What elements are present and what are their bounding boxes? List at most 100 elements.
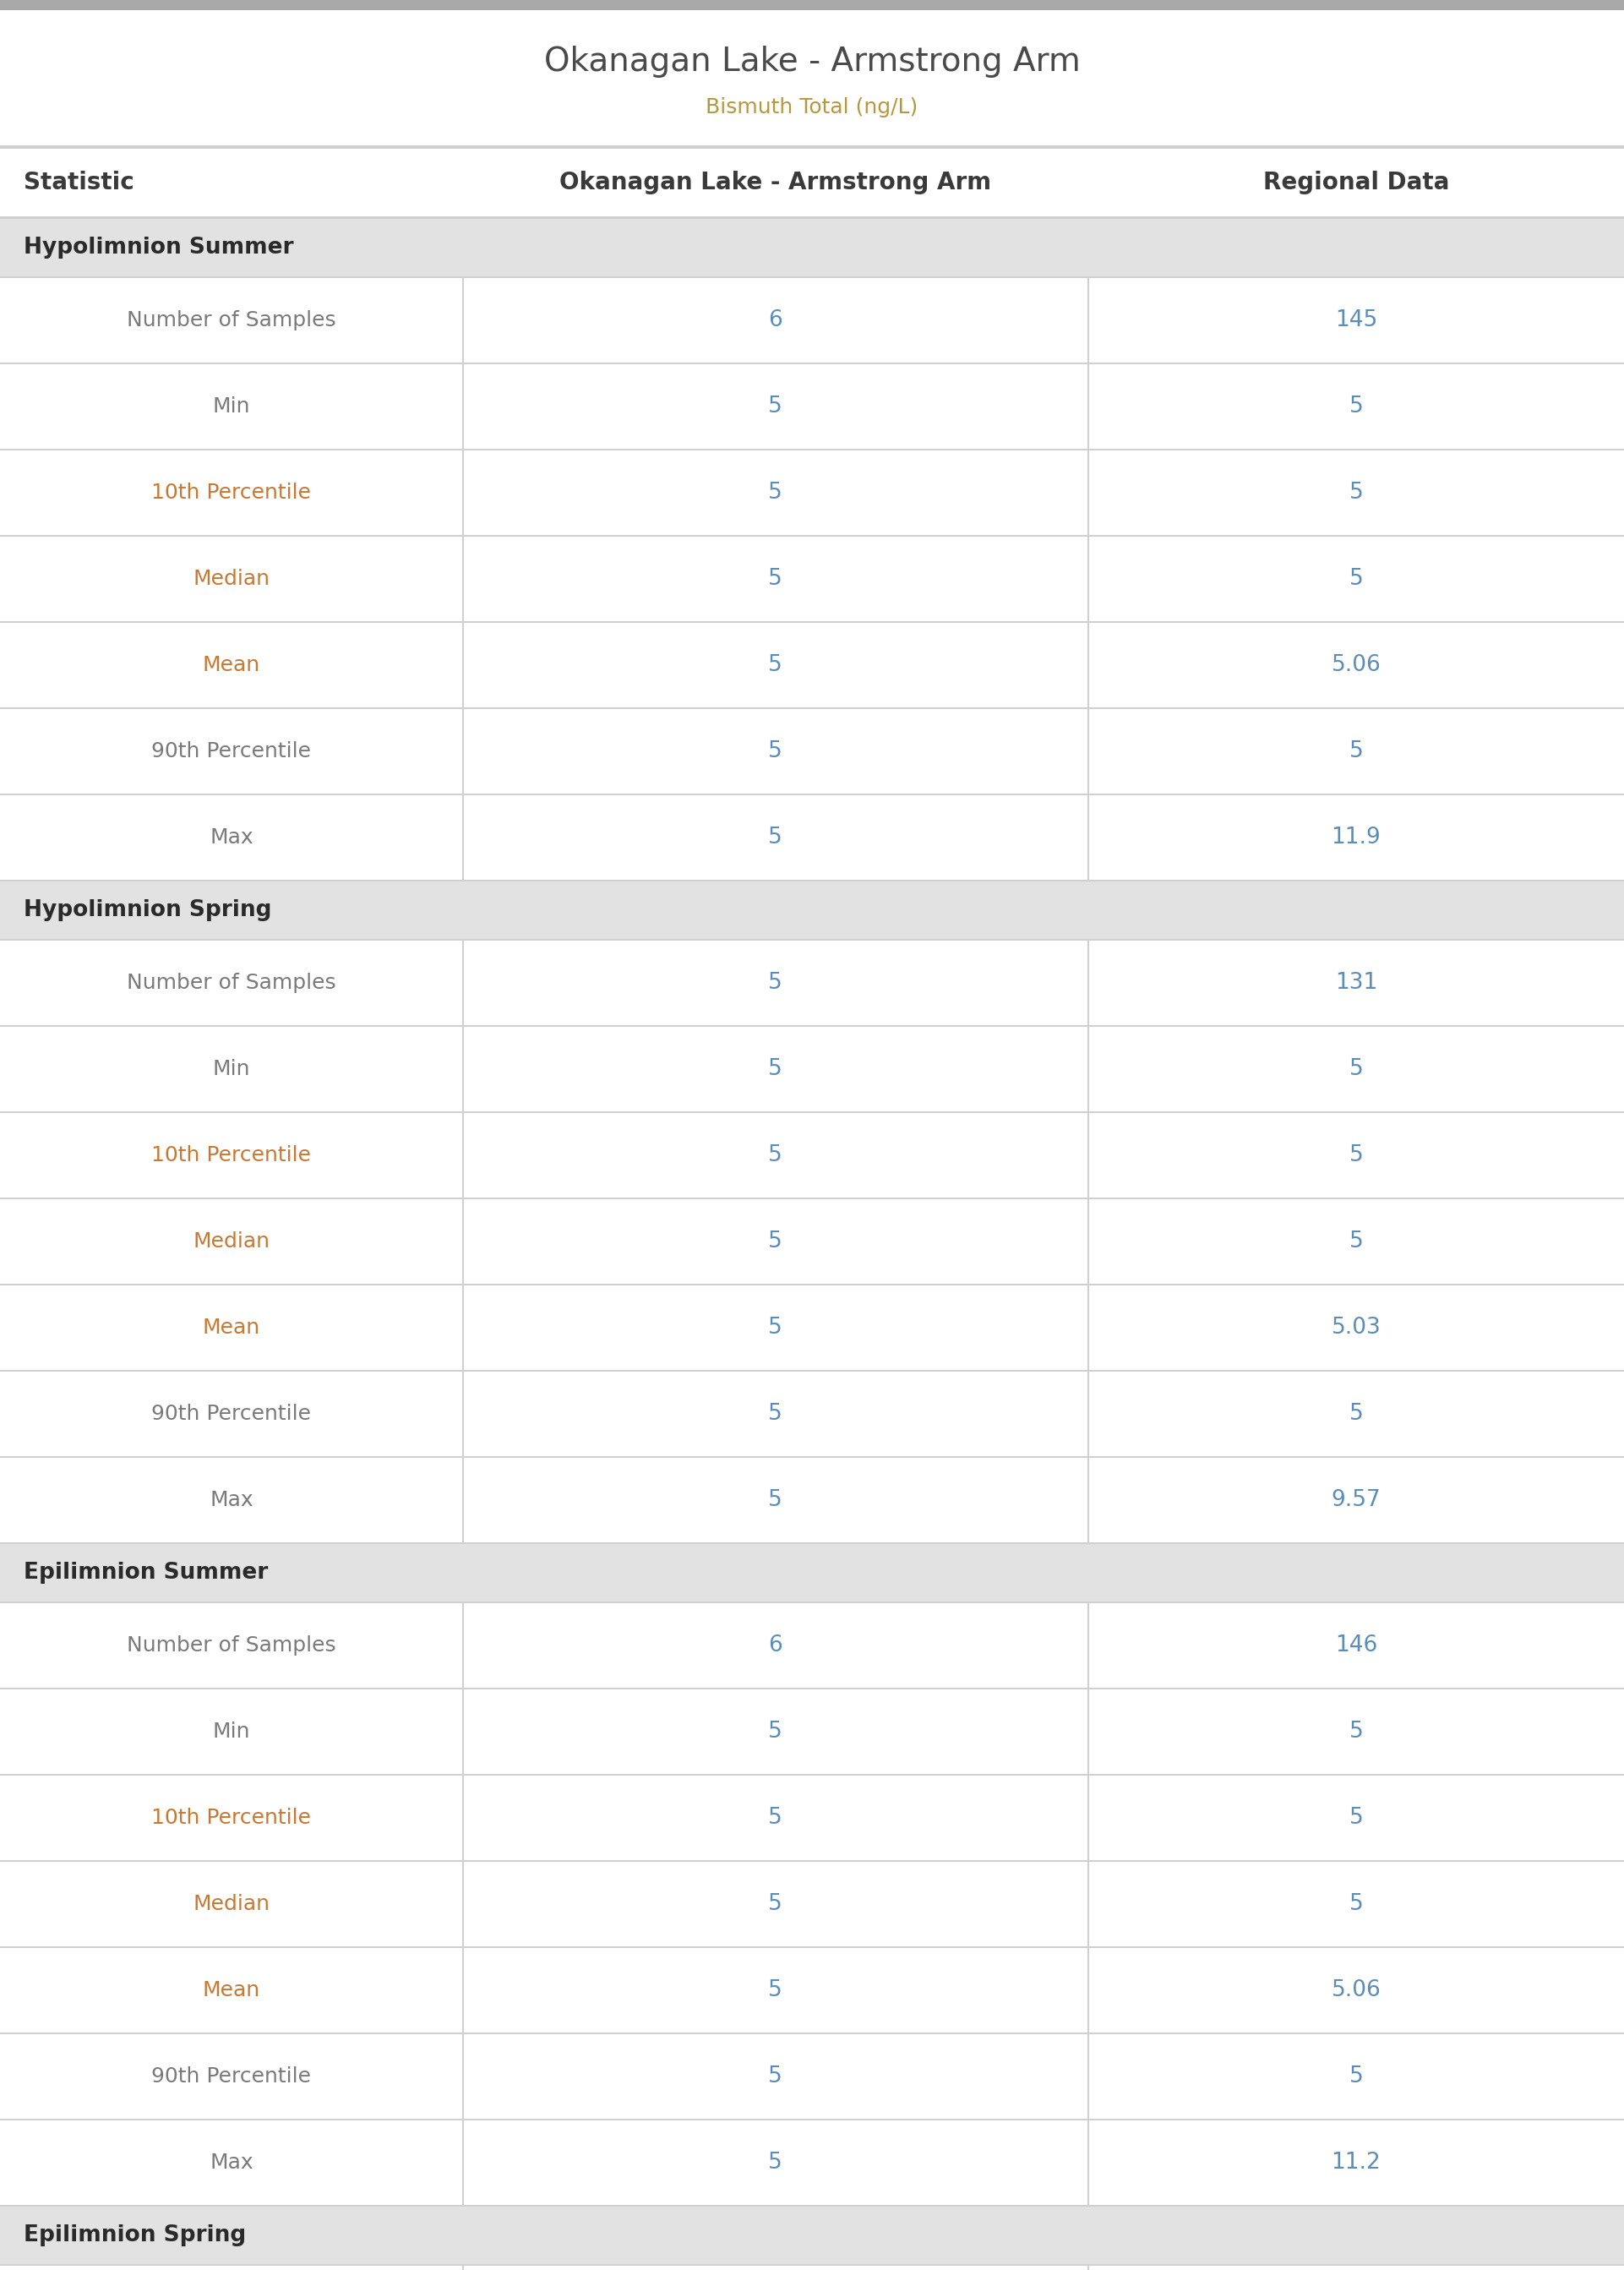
Text: Mean: Mean [203, 1979, 260, 2000]
Text: 10th Percentile: 10th Percentile [151, 484, 312, 504]
Text: 5: 5 [768, 740, 783, 763]
Text: Okanagan Lake - Armstrong Arm: Okanagan Lake - Armstrong Arm [544, 45, 1080, 77]
Text: 5: 5 [1350, 1058, 1363, 1081]
Text: 5.06: 5.06 [1332, 1979, 1380, 2002]
Text: Statistic: Statistic [24, 170, 135, 195]
Bar [0, 2265, 1624, 2270]
Text: 145: 145 [1335, 309, 1377, 331]
Bar [0, 1603, 1624, 1687]
Text: Median: Median [193, 1230, 270, 1251]
Text: 5: 5 [1350, 1144, 1363, 1167]
Bar [0, 1689, 1624, 1773]
Text: 5: 5 [1350, 1403, 1363, 1426]
Text: 11.9: 11.9 [1332, 826, 1380, 849]
Text: 5: 5 [1350, 568, 1363, 590]
Text: 5: 5 [768, 1807, 783, 1830]
Text: 5: 5 [768, 1721, 783, 1743]
Text: 5: 5 [1350, 1893, 1363, 1916]
Text: Regional Data: Regional Data [1263, 170, 1449, 195]
Text: Mean: Mean [203, 1317, 260, 1337]
Text: 5: 5 [768, 1144, 783, 1167]
Text: 5: 5 [768, 2066, 783, 2088]
Bar [0, 2120, 1624, 2204]
Bar [0, 1285, 1624, 1369]
Text: 5: 5 [1350, 395, 1363, 418]
Text: 5: 5 [768, 1489, 783, 1512]
Bar [0, 1112, 1624, 1199]
Text: 146: 146 [1335, 1634, 1377, 1657]
Bar [0, 277, 1624, 363]
Bar [0, 2034, 1624, 2118]
Bar [0, 1544, 1624, 1603]
Bar [0, 1948, 1624, 2032]
Bar [0, 145, 1624, 150]
Bar [0, 881, 1624, 940]
Text: 131: 131 [1335, 972, 1377, 994]
Bar [0, 1199, 1624, 1285]
Text: Hypolimnion Spring: Hypolimnion Spring [24, 899, 271, 922]
Text: Epilimnion Spring: Epilimnion Spring [24, 2225, 247, 2247]
Text: 5: 5 [768, 1230, 783, 1253]
Text: 5: 5 [768, 1317, 783, 1339]
Text: 5: 5 [768, 972, 783, 994]
Bar [0, 1026, 1624, 1112]
Text: Hypolimnion Summer: Hypolimnion Summer [24, 236, 294, 259]
Bar [0, 940, 1624, 1026]
Text: 10th Percentile: 10th Percentile [151, 1807, 312, 1827]
Text: 5: 5 [1350, 740, 1363, 763]
Bar [0, 622, 1624, 708]
Text: Median: Median [193, 570, 270, 588]
Bar [0, 9, 1624, 145]
Text: 6: 6 [768, 309, 783, 331]
Text: Max: Max [209, 2152, 253, 2172]
Text: Min: Min [213, 1721, 250, 1741]
Text: Median: Median [193, 1893, 270, 1914]
Text: 6: 6 [768, 1634, 783, 1657]
Bar [0, 363, 1624, 449]
Bar [0, 536, 1624, 622]
Text: 11.2: 11.2 [1332, 2152, 1380, 2175]
Text: 10th Percentile: 10th Percentile [151, 1144, 312, 1165]
Text: 5: 5 [768, 481, 783, 504]
Text: 5: 5 [1350, 1721, 1363, 1743]
Text: 90th Percentile: 90th Percentile [151, 1403, 312, 1423]
Text: 5: 5 [768, 654, 783, 676]
Bar [0, 1371, 1624, 1455]
Text: Bismuth Total (ng/L): Bismuth Total (ng/L) [706, 98, 918, 118]
Text: 5: 5 [1350, 1230, 1363, 1253]
Bar [0, 794, 1624, 881]
Text: 5: 5 [1350, 1807, 1363, 1830]
Text: 5: 5 [768, 2152, 783, 2175]
Text: 5.06: 5.06 [1332, 654, 1380, 676]
Text: 5: 5 [1350, 481, 1363, 504]
Text: 90th Percentile: 90th Percentile [151, 2066, 312, 2086]
Text: Number of Samples: Number of Samples [127, 311, 336, 331]
Text: 5: 5 [768, 1058, 783, 1081]
Text: 5: 5 [768, 826, 783, 849]
Bar [0, 218, 1624, 277]
Text: Min: Min [213, 397, 250, 418]
Text: 9.57: 9.57 [1332, 1489, 1380, 1512]
Bar [0, 2206, 1624, 2263]
Bar [0, 449, 1624, 536]
Bar [0, 150, 1624, 216]
Text: 5: 5 [768, 1979, 783, 2002]
Bar [0, 1457, 1624, 1541]
Text: Okanagan Lake - Armstrong Arm: Okanagan Lake - Armstrong Arm [560, 170, 991, 195]
Text: 5: 5 [768, 1403, 783, 1426]
Text: Epilimnion Summer: Epilimnion Summer [24, 1562, 268, 1584]
Text: 5.03: 5.03 [1332, 1317, 1380, 1339]
Text: 5: 5 [768, 568, 783, 590]
Text: 90th Percentile: 90th Percentile [151, 742, 312, 760]
Text: Mean: Mean [203, 656, 260, 674]
Text: Max: Max [209, 826, 253, 847]
Bar [0, 708, 1624, 794]
Text: 5: 5 [768, 1893, 783, 1916]
Text: 5: 5 [768, 395, 783, 418]
Bar [0, 1775, 1624, 1859]
Bar [0, 0, 1624, 9]
Text: Number of Samples: Number of Samples [127, 1634, 336, 1655]
Bar [0, 1861, 1624, 1945]
Text: Number of Samples: Number of Samples [127, 974, 336, 992]
Bar [0, 216, 1624, 218]
